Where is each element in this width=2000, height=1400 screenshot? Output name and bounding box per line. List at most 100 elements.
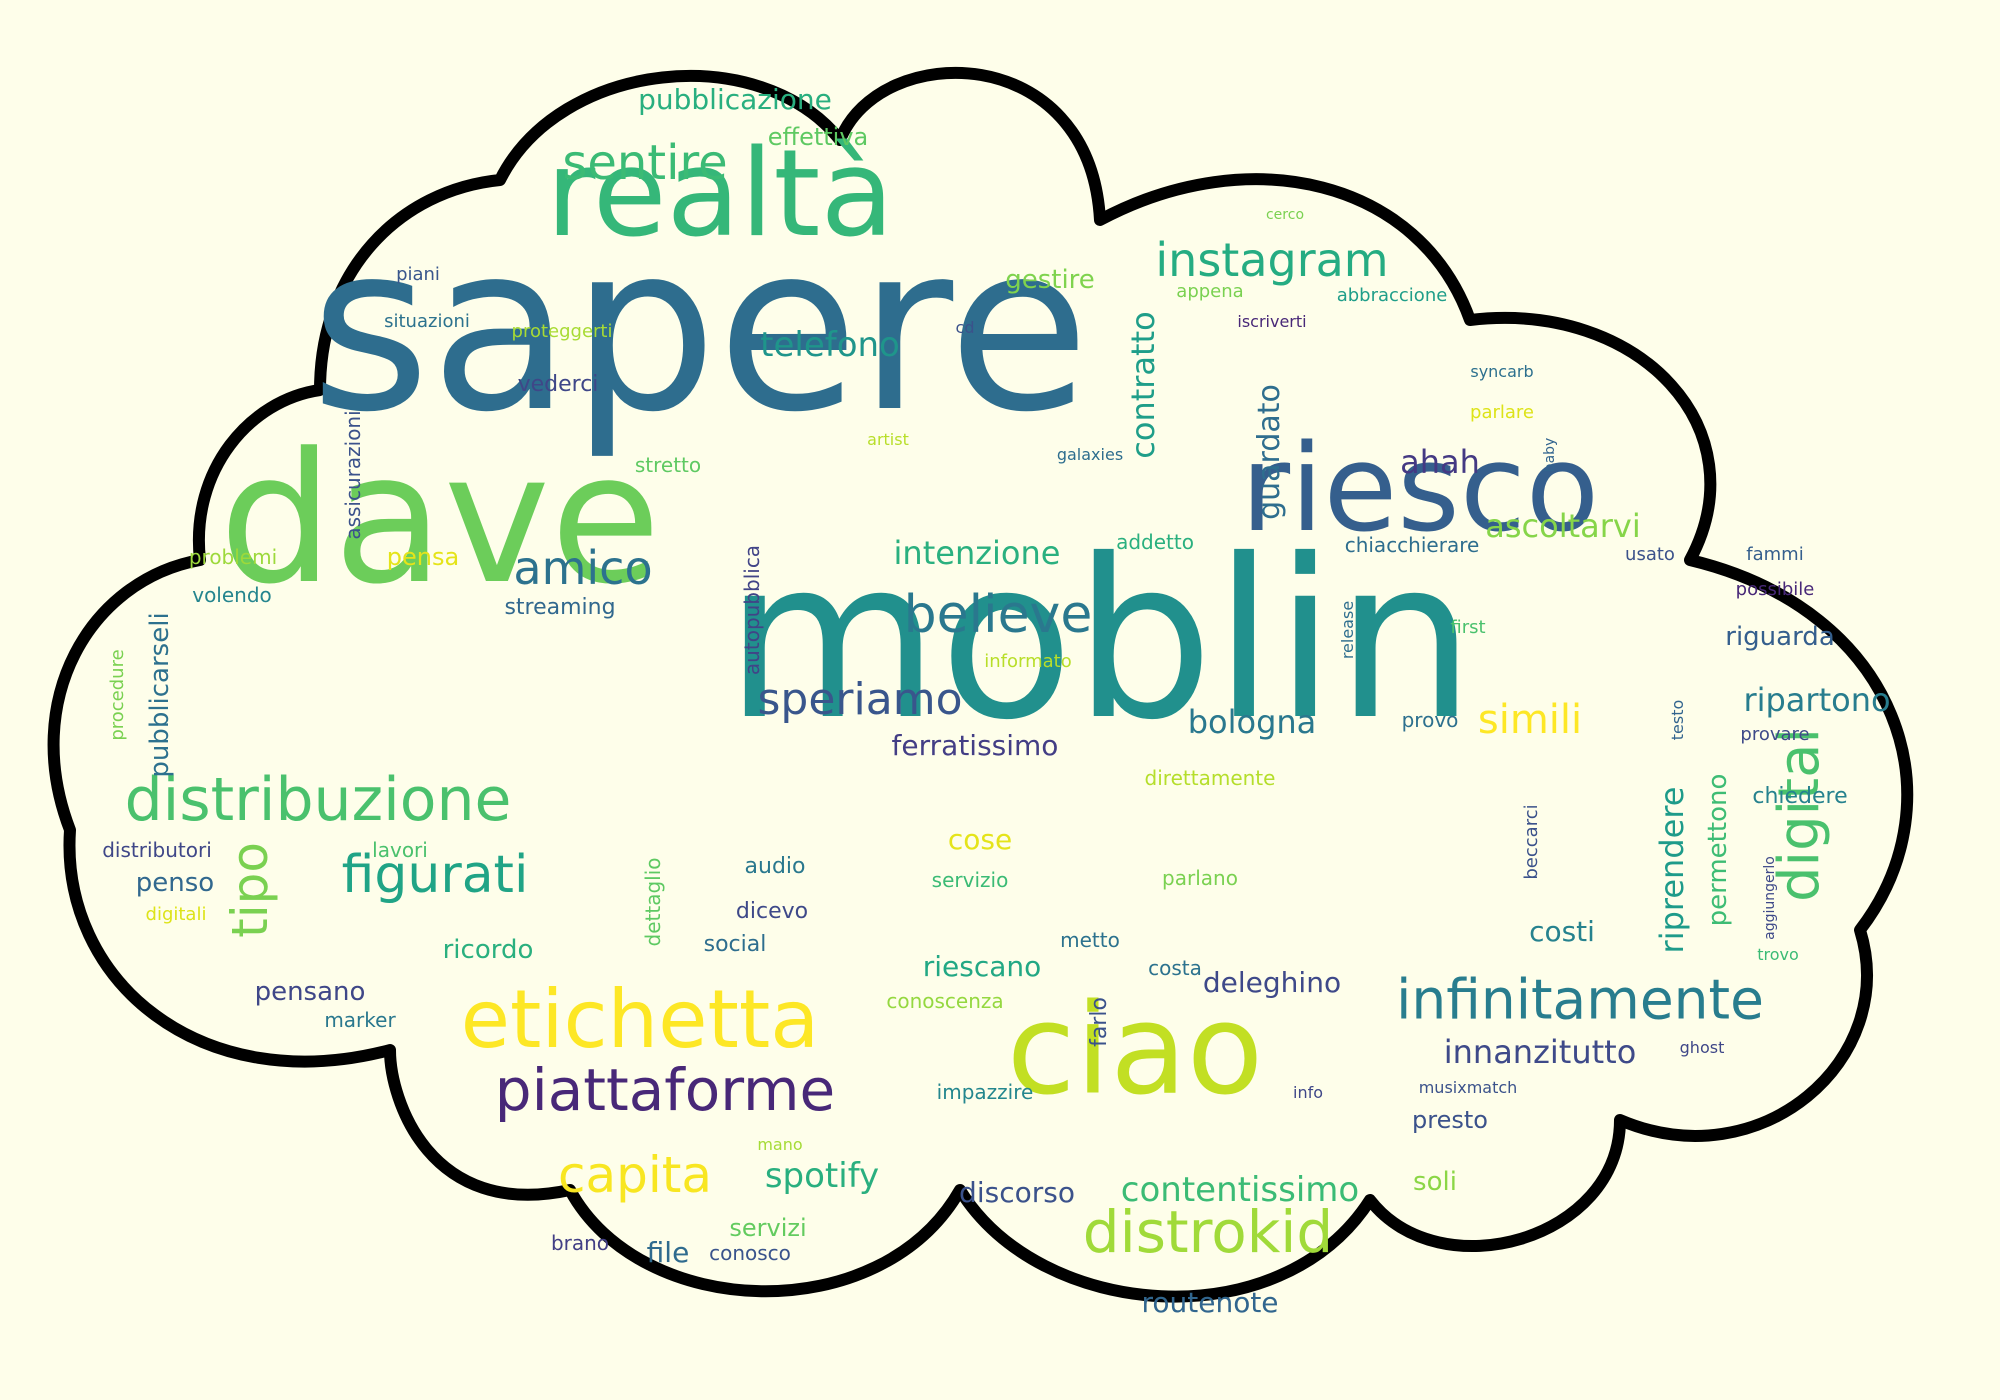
word-baby: baby (1542, 437, 1558, 473)
word-ripartono: ripartono (1743, 681, 1891, 719)
word-distributori: distributori (102, 838, 212, 862)
word-pensa: pensa (386, 543, 460, 571)
word-routenote: routenote (1141, 1286, 1279, 1319)
word-musixmatch: musixmatch (1418, 1078, 1518, 1097)
word-figurati: figurati (341, 845, 529, 905)
word-impazzire: impazzire (936, 1080, 1034, 1104)
word-mano: mano (757, 1135, 803, 1154)
word-social: social (703, 932, 767, 957)
word-ferratissimo: ferratissimo (891, 729, 1059, 762)
word-procedure: procedure (107, 649, 128, 741)
word-brano: brano (550, 1231, 610, 1255)
word-ahah: ahah (1400, 443, 1480, 481)
word-usato: usato (1625, 544, 1675, 565)
word-moblin: moblin (724, 512, 1476, 768)
word-etichetta: etichetta (460, 973, 820, 1066)
word-cd: cd (955, 318, 975, 337)
word-ciao: ciao (1006, 977, 1264, 1123)
word-costi: costi (1529, 915, 1595, 948)
word-riguarda: riguarda (1725, 622, 1835, 652)
word-chiedere: chiedere (1752, 784, 1848, 809)
word-amico: amico (513, 541, 653, 595)
word-spotify: spotify (764, 1156, 880, 1196)
word-info: info (1292, 1083, 1324, 1102)
word-believe: believe (903, 585, 1093, 645)
word-fammi: fammi (1746, 544, 1804, 565)
word-autopubblica: autopubblica (740, 544, 764, 676)
word-audio: audio (744, 854, 806, 879)
word-speriamo: speriamo (757, 674, 963, 725)
word-dicevo: dicevo (735, 899, 809, 924)
word-costa: costa (1148, 956, 1202, 980)
word-addetto: addetto (1116, 530, 1194, 554)
word-provo: provo (1401, 708, 1459, 732)
word-farlo: farlo (1087, 997, 1112, 1047)
word-assicurazioni: assicurazioni (341, 410, 365, 540)
word-stretto: stretto (634, 453, 702, 477)
word-digitali: digitali (145, 904, 207, 925)
word-simili: simili (1477, 697, 1583, 743)
word-parlano: parlano (1162, 866, 1238, 890)
word-presto: presto (1412, 1106, 1488, 1134)
word-vederci: vederci (517, 372, 599, 397)
word-iscriverti: iscriverti (1237, 312, 1307, 331)
word-beccarci: beccarci (1521, 804, 1542, 880)
word-aggiungerlo: aggiungerlo (1762, 856, 1778, 940)
word-marker: marker (324, 1008, 396, 1032)
word-instagram: instagram (1155, 233, 1389, 287)
word-distrokid: distrokid (1082, 1198, 1334, 1266)
word-informato: informato (984, 651, 1072, 672)
word-trovo: trovo (1757, 945, 1799, 964)
word-discorso: discorso (959, 1176, 1075, 1209)
word-abbraccione: abbraccione (1336, 285, 1448, 306)
word-problemi: problemi (188, 545, 278, 569)
word-cerco: cerco (1265, 207, 1305, 223)
word-contentissimo: contentissimo (1120, 1170, 1360, 1210)
word-pubblicazione: pubblicazione (638, 83, 832, 116)
word-pubblicarseli: pubblicarseli (145, 612, 175, 778)
word-metto: metto (1060, 928, 1120, 952)
word-provare: provare (1740, 724, 1810, 745)
word-digital: digital (1767, 727, 1832, 903)
word-tipo: tipo (221, 842, 279, 938)
word-effettiva: effettiva (767, 123, 869, 151)
word-soli: soli (1413, 1167, 1457, 1197)
word-piattaforme: piattaforme (494, 1056, 836, 1124)
word-penso: penso (135, 868, 215, 898)
word-deleghino: deleghino (1202, 966, 1342, 999)
word-galaxies: galaxies (1056, 445, 1124, 464)
word-artist: artist (867, 430, 909, 449)
word-pensano: pensano (254, 977, 366, 1007)
word-sapere: sapere (310, 196, 1090, 463)
word-dettaglio: dettaglio (641, 857, 665, 947)
word-chiacchierare: chiacchierare (1344, 533, 1480, 557)
word-ricordo: ricordo (442, 935, 534, 965)
word-capita: capita (557, 1146, 713, 1204)
word-parlare: parlare (1470, 402, 1534, 423)
word-riescano: riescano (922, 950, 1042, 983)
word-innanzitutto: innanzitutto (1443, 1033, 1637, 1071)
word-ascoltarvi: ascoltarvi (1485, 507, 1641, 545)
word-volendo: volendo (192, 583, 272, 607)
cloud-shape (47, 66, 1914, 1303)
word-first: first (1450, 617, 1486, 638)
word-riesco: riesco (1240, 420, 1600, 559)
word-appena: appena (1176, 281, 1244, 302)
word-conosco: conosco (709, 1241, 791, 1265)
word-contratto: contratto (1124, 311, 1162, 459)
word-testo: testo (1668, 699, 1687, 741)
word-ghost: ghost (1679, 1038, 1725, 1057)
word-infinitamente: infinitamente (1396, 967, 1764, 1032)
word-telefono: telefono (760, 325, 900, 365)
word-situazioni: situazioni (384, 311, 470, 332)
word-lavori: lavori (372, 838, 428, 862)
word-permettono: permettono (1703, 773, 1733, 927)
word-servizio: servizio (931, 868, 1009, 892)
word-dave: dave (219, 415, 661, 624)
word-bologna: bologna (1187, 703, 1317, 741)
word-streaming: streaming (504, 595, 616, 620)
word-piani: piani (396, 264, 440, 285)
